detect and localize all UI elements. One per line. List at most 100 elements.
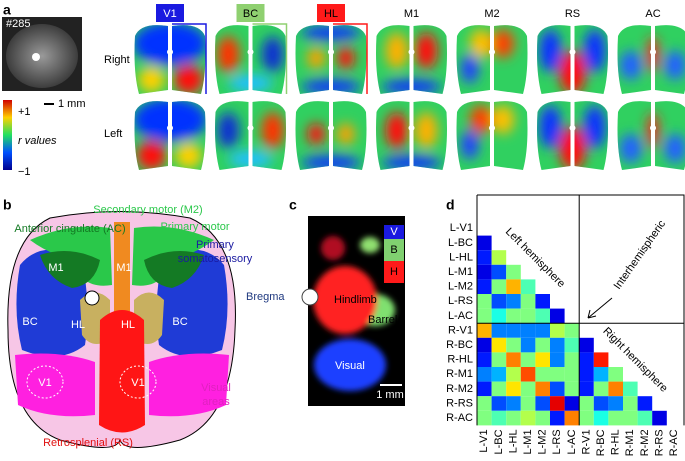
- column-header-box: [156, 4, 184, 22]
- panel-c: c V B H Bregma Hindlimb Barrel Visual 1 …: [246, 197, 405, 406]
- matrix-cell: [520, 279, 536, 294]
- scale-bar: [380, 384, 402, 386]
- map-blobs: [217, 36, 284, 92]
- blob: [217, 36, 240, 73]
- blob: [228, 150, 273, 168]
- blob: [261, 36, 284, 73]
- key-b: [384, 239, 404, 261]
- matrix-cell: [535, 381, 550, 397]
- seed-outline: [252, 23, 288, 94]
- blob: [664, 50, 685, 80]
- matrix-cell: [608, 381, 623, 397]
- column-header: HL: [324, 8, 338, 20]
- map-base: [295, 101, 367, 170]
- matrix-cell: [520, 294, 536, 309]
- brain-map: [456, 25, 528, 94]
- matrix-cell: [593, 352, 609, 367]
- matrix-cell: [652, 410, 667, 426]
- column-label: L-V1: [478, 429, 490, 452]
- column-header: AC: [645, 8, 660, 20]
- blob: [261, 112, 284, 149]
- visual-area: [314, 339, 386, 391]
- matrix-cell: [491, 367, 507, 382]
- row-label: R-RS: [446, 397, 473, 409]
- map-blobs: [134, 25, 206, 94]
- panel-b: b Secondary motor (M2) Anterior cingulat…: [3, 197, 253, 449]
- arrow: [587, 297, 613, 319]
- seed: [167, 125, 173, 131]
- column-label: L-M2: [537, 429, 549, 454]
- bregma: [84, 290, 100, 306]
- column-header-box: [317, 4, 345, 22]
- region-label: M1: [116, 262, 131, 274]
- region-label: V1: [131, 377, 144, 389]
- map-blobs: [381, 32, 442, 94]
- matrix-cell: [477, 381, 492, 397]
- blob: [492, 105, 515, 134]
- blob: [136, 141, 167, 170]
- panel-label: a: [3, 2, 11, 18]
- column-label: L-M1: [522, 429, 534, 454]
- matrix-cell: [506, 410, 521, 426]
- animal-id: #285: [6, 18, 30, 30]
- matrix-cell: [550, 308, 565, 324]
- label-visual: Visual: [335, 360, 365, 372]
- key-label: V: [390, 226, 398, 238]
- matrix-cell: [535, 323, 550, 338]
- blob: [460, 54, 479, 84]
- row-label: L-V1: [450, 222, 473, 234]
- matrix-cell: [564, 337, 580, 353]
- seed: [32, 53, 40, 61]
- region-label: BC: [172, 316, 187, 328]
- blob: [173, 65, 204, 94]
- map-blobs: [619, 36, 685, 80]
- matrix-cell: [579, 337, 594, 353]
- matrix-cell: [477, 396, 492, 411]
- matrix-cell: [506, 264, 521, 280]
- label-bregma: Bregma: [246, 291, 285, 303]
- matrix-cell: [608, 367, 623, 382]
- seed: [408, 49, 415, 55]
- key-h: [384, 261, 404, 283]
- row-label: L-M1: [448, 266, 473, 278]
- matrix-cell: [535, 410, 550, 426]
- colorbar: [3, 100, 12, 170]
- matrix-cell: [608, 410, 623, 426]
- matrix-cell: [506, 381, 521, 397]
- matrix-cell: [593, 410, 609, 426]
- row-label: L-AC: [448, 310, 473, 322]
- blob: [381, 79, 442, 94]
- blob: [469, 105, 492, 134]
- column-header-box: [236, 4, 265, 22]
- matrix-cell: [520, 337, 536, 353]
- column-label: R-AC: [668, 429, 680, 456]
- blob: [138, 66, 165, 93]
- blob: [134, 25, 206, 66]
- matrix-cell: [564, 367, 580, 382]
- matrix-cell: [506, 337, 521, 353]
- seed: [328, 49, 334, 55]
- matrix-cell: [477, 279, 492, 294]
- matrix-cell: [550, 352, 565, 367]
- column-label: R-BC: [595, 429, 607, 456]
- matrix-cell: [506, 294, 521, 309]
- matrix-cell: [637, 410, 653, 426]
- colorbar-bottom: −1: [18, 166, 31, 178]
- matrix-cell: [535, 396, 550, 411]
- seed-outline: [172, 23, 207, 94]
- column-label: L-AC: [566, 429, 578, 454]
- column-header: V1: [163, 8, 176, 20]
- region-label: HL: [71, 319, 85, 331]
- annotation-inter: Interhemispheric: [612, 218, 669, 292]
- matrix-cell: [506, 367, 521, 382]
- matrix-cell: [506, 308, 521, 324]
- row-label: L-HL: [449, 251, 473, 263]
- blob: [469, 29, 492, 58]
- blob: [301, 25, 361, 40]
- label-m1: Primary motor: [160, 221, 229, 233]
- map-blobs: [134, 101, 206, 170]
- scale-bar: [44, 103, 54, 105]
- matrix-cell: [520, 352, 536, 367]
- matrix-cell: [477, 410, 492, 426]
- blob: [301, 155, 361, 170]
